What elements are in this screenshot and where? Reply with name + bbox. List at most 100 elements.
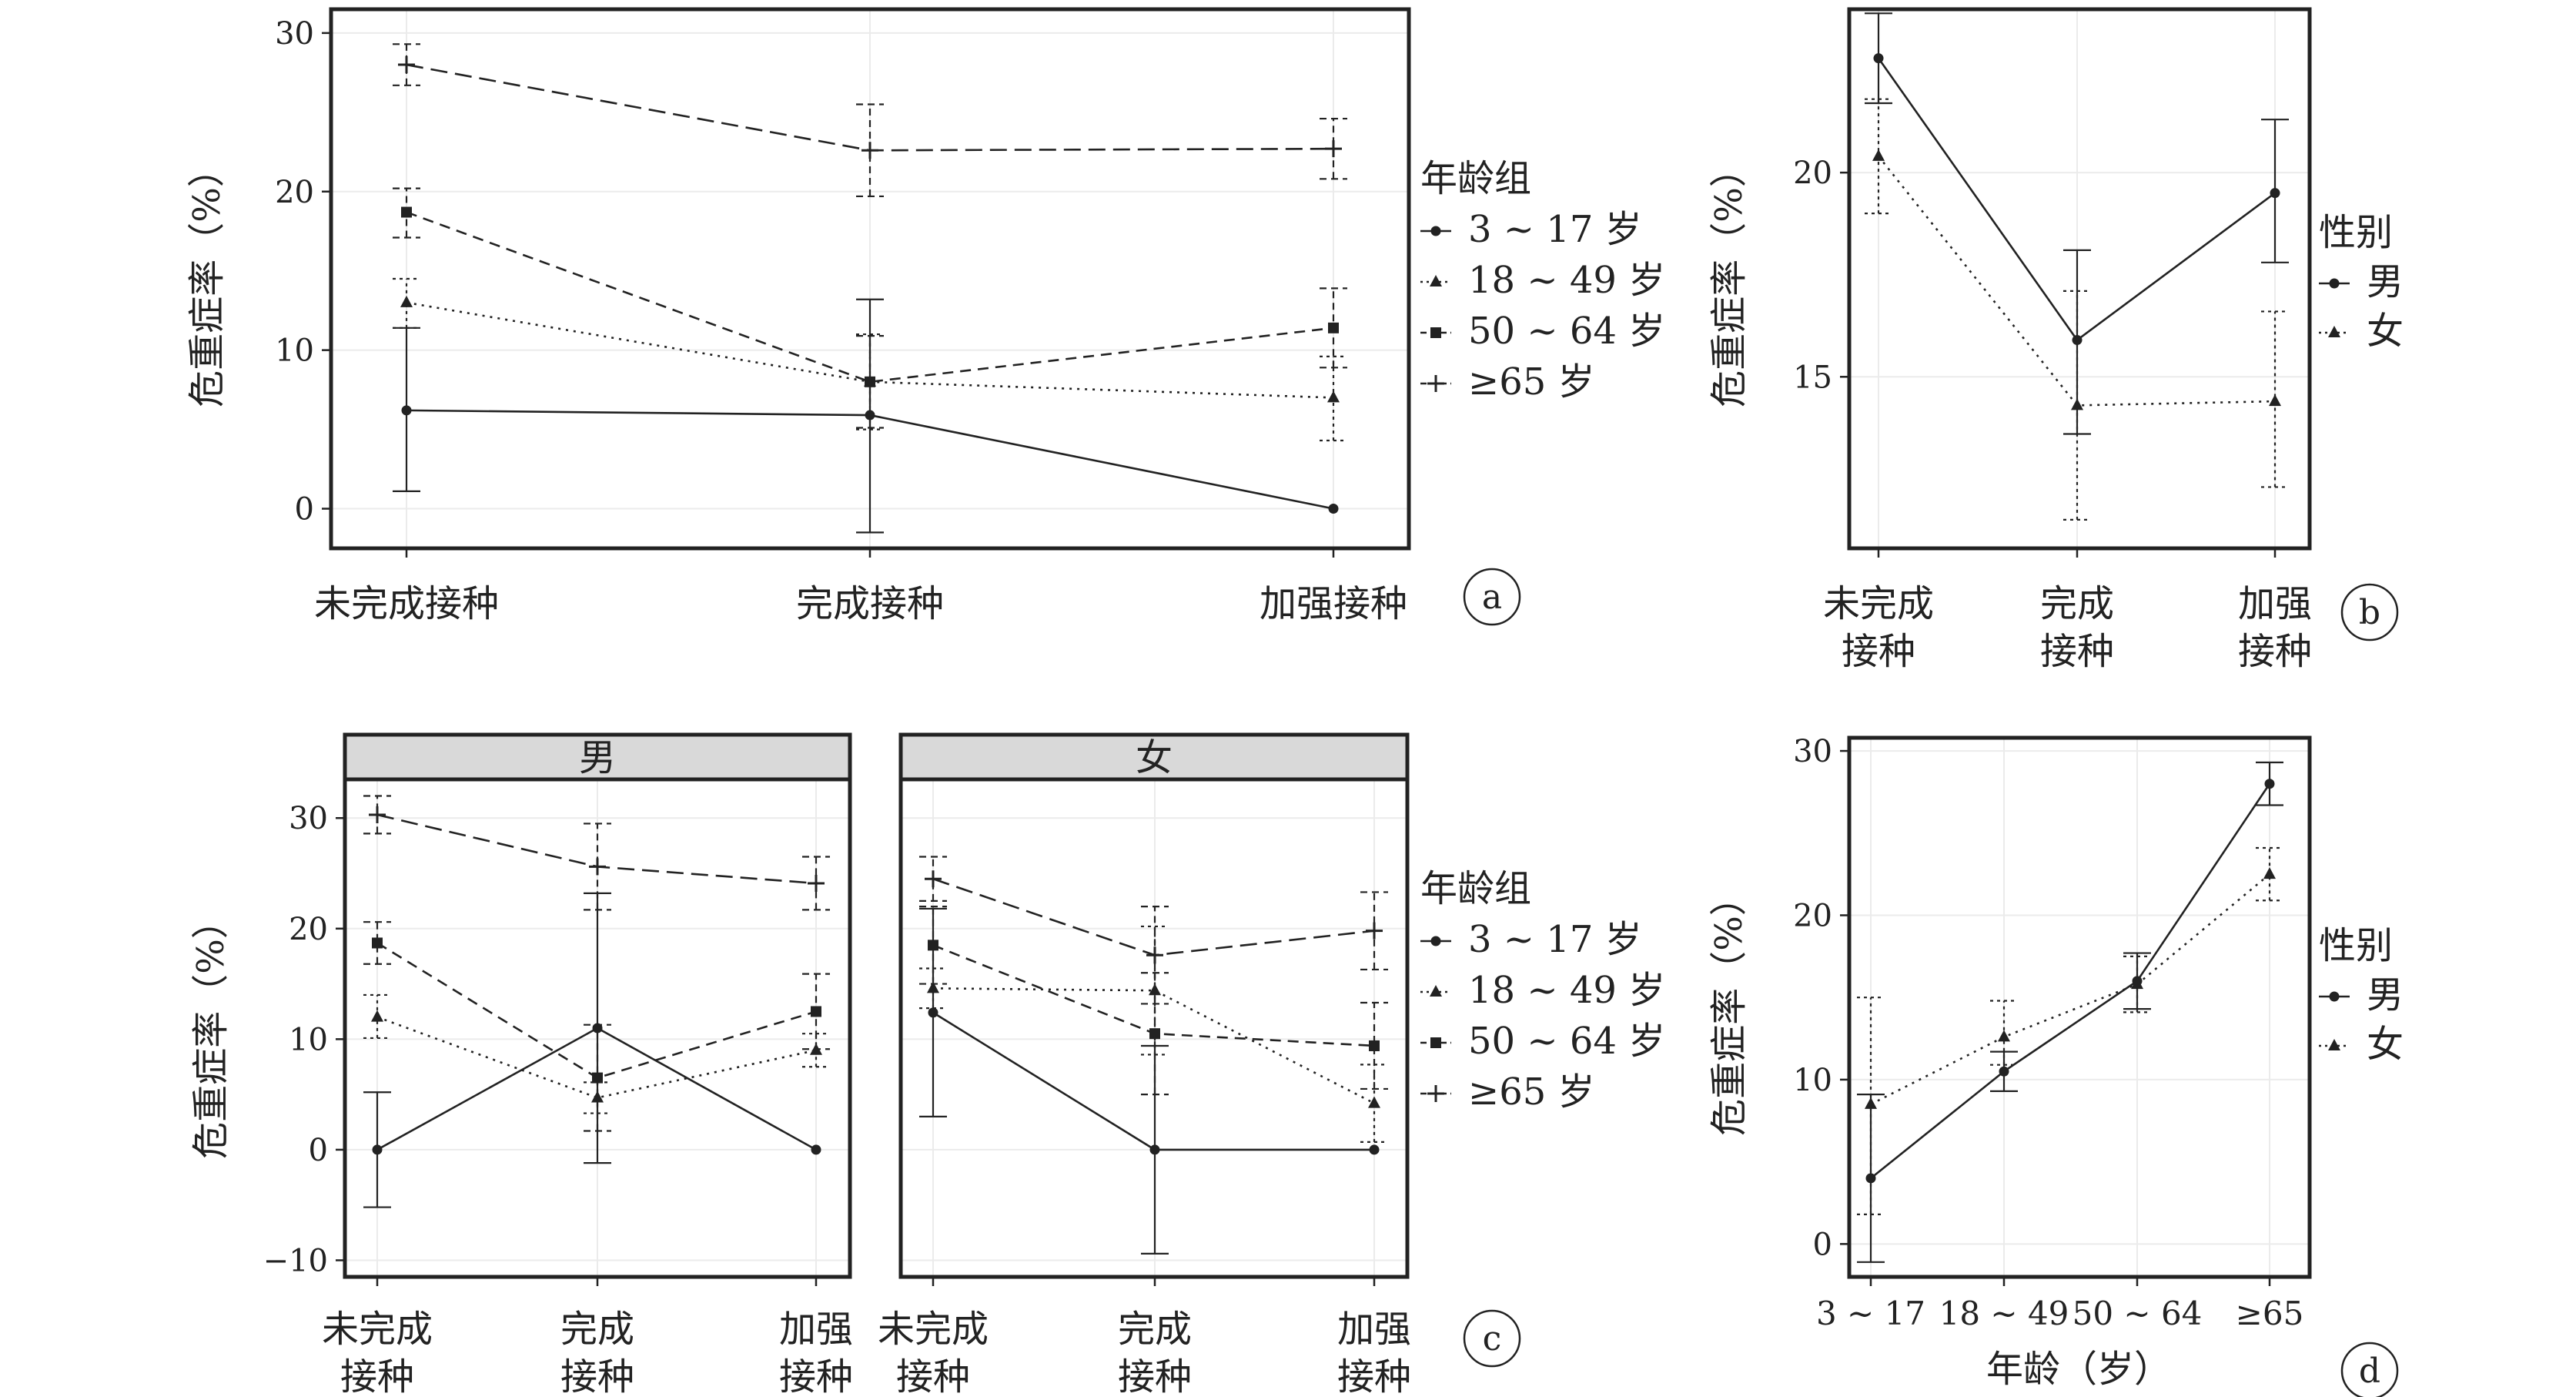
panel-a-x-tick-label: 加强接种 xyxy=(1260,582,1407,625)
panel-badge-circle-d xyxy=(2340,1342,2399,1397)
panel-b-point-1-1 xyxy=(2071,398,2083,410)
panel-d-legend-title: 性别 xyxy=(2319,924,2393,967)
panel-d-legend-key-marker-1 xyxy=(2328,1039,2340,1050)
panel-c-f0-errorbar-3-1 xyxy=(584,822,611,911)
panel-c-f1-point-0-0 xyxy=(928,1007,938,1018)
panel-b-point-1-0 xyxy=(1872,149,1885,161)
panel-d-point-1-0 xyxy=(1865,1097,1877,1109)
panel-b-point-1-2 xyxy=(2269,394,2281,407)
panel-c-x-tick-label-line: 接种 xyxy=(779,1355,853,1397)
panel-b-x-tick-label-line: 接种 xyxy=(1842,630,1915,673)
panel-badge-b: b xyxy=(2359,593,2380,632)
panel-c-x-tick-label-0-0: 未完成接种 xyxy=(322,1308,433,1397)
panel-b-point-0-2 xyxy=(2270,188,2280,199)
panel-badge-a: a xyxy=(1482,578,1502,617)
panel-c-ytick-label: 30 xyxy=(289,801,328,836)
panel-d-legend-label-0: 男 xyxy=(2367,973,2404,1017)
panel-c-strip xyxy=(343,732,852,782)
panel-b-x-tick-label-0: 未完成接种 xyxy=(1823,582,1934,673)
panel-a-point-3-2 xyxy=(1325,140,1342,158)
panel-c-f1-point-1-2 xyxy=(1368,1096,1380,1108)
panel-c-x-tick-label-line: 接种 xyxy=(560,1355,634,1397)
panel-b-errorbar-1-2 xyxy=(2261,310,2289,488)
panel-a-ytick-label: 20 xyxy=(275,175,314,210)
panel-a-errorbar-3-0 xyxy=(393,43,420,86)
panel-a-errorbar-1-0 xyxy=(393,277,420,329)
panel-d-ytick-label: 0 xyxy=(1813,1227,1832,1262)
panel-c-ytick-label: 10 xyxy=(289,1022,328,1057)
panel-c-f1-point-1-0 xyxy=(927,981,939,993)
panel-a-point-2-1 xyxy=(865,376,875,387)
panel-c-f0-series-line-1 xyxy=(376,1016,817,1099)
panel-a-point-0-0 xyxy=(401,405,412,416)
panel-c-legend-title: 年龄组 xyxy=(1420,867,1531,910)
panel-c-x-tick-label-line: 未完成 xyxy=(322,1308,433,1351)
panel-badge-c: c xyxy=(1483,1319,1502,1358)
panel-c-f1-point-2-2 xyxy=(1369,1040,1380,1051)
panel-c-legend-key-marker-3 xyxy=(1427,1085,1444,1102)
panel-c-f0-point-3-2 xyxy=(808,874,825,892)
panel-c-f0-errorbar-3-0 xyxy=(363,795,391,835)
panel-b-x-tick-label-line: 接种 xyxy=(2238,630,2312,673)
panel-b-y-axis-label: 危重症率（%） xyxy=(1708,150,1751,407)
panel-b-point-0-0 xyxy=(1873,53,1884,64)
panel-c-x-tick-label-1-1: 完成接种 xyxy=(1118,1308,1192,1397)
panel-b-x-tick-label-2: 加强接种 xyxy=(2238,582,2312,673)
panel-c-f1-point-0-1 xyxy=(1149,1144,1160,1155)
panel-d-x-tick-label: 18 ~ 49 xyxy=(1939,1295,2069,1332)
panel-d-errorbar-1-0 xyxy=(1857,997,1885,1215)
panel-d-x-tick-label: ≥65 xyxy=(2236,1295,2304,1332)
panel-c-ytick-label: 0 xyxy=(309,1133,328,1168)
panel-a-legend-label-1: 18 ~ 49 岁 xyxy=(1468,259,1665,302)
panel-c-f0-point-0-2 xyxy=(811,1144,821,1155)
panel-d-y-axis-label: 危重症率（%） xyxy=(1708,879,1751,1136)
panel-c-f1-point-3-2 xyxy=(1366,922,1383,940)
panel-d-series-line-1 xyxy=(1870,873,2270,1106)
panel-b-plot-area xyxy=(1849,9,2310,548)
panel-c-f1-series-line-1 xyxy=(932,987,1375,1104)
panel-c-x-tick-label-line: 完成 xyxy=(560,1308,634,1351)
panel-c-f0-errorbar-2-0 xyxy=(363,921,391,965)
panel-c-x-tick-label-line: 接种 xyxy=(1337,1355,1411,1397)
panel-badge-circle-a xyxy=(1463,568,1521,626)
panel-c-legend-key-marker-2 xyxy=(1430,1037,1441,1048)
panel-c-strip-label-0: 男 xyxy=(579,736,616,779)
panel-a-legend-key-marker-1 xyxy=(1430,275,1442,286)
panel-d-errorbar-1-1 xyxy=(1990,1000,2018,1066)
panel-c-f0-point-2-2 xyxy=(811,1006,821,1017)
panel-c: 男未完成接种完成接种加强接种女未完成接种完成接种加强接种−100102030危重… xyxy=(189,732,1665,1397)
panel-c-strip-label-1: 女 xyxy=(1136,736,1173,779)
panel-a-point-2-2 xyxy=(1328,322,1339,333)
panel-c-legend-key-marker-0 xyxy=(1430,936,1441,946)
panel-a-legend-label-2: 50 ~ 64 岁 xyxy=(1468,310,1665,353)
panel-a-point-0-2 xyxy=(1328,504,1339,514)
panel-a: 0 10 20 30 未完成接种 完成接种 加强接种 危重症率（%） 年龄组 3 ~ 17 岁 18… xyxy=(186,7,1665,626)
panel-a-legend-key-marker-3 xyxy=(1427,375,1444,392)
panel-c-x-tick-label-1-2: 加强接种 xyxy=(1337,1308,1411,1397)
panel-a-point-3-0 xyxy=(398,56,415,74)
panel-b-frame xyxy=(1847,7,2312,551)
panel-c-f1-errorbar-3-0 xyxy=(919,856,947,903)
panel-c-f0-point-0-0 xyxy=(372,1144,383,1155)
panel-c-x-tick-label-0-2: 加强接种 xyxy=(779,1308,853,1397)
panel-b-legend-label-1: 女 xyxy=(2367,310,2404,353)
panel-a-series-line-2 xyxy=(406,211,1334,384)
panel-c-f1-point-3-1 xyxy=(1146,946,1163,964)
panel-c-x-tick-label-line: 接种 xyxy=(896,1355,970,1397)
panel-d-x-axis-label: 年龄（岁） xyxy=(1986,1348,2171,1391)
panel-c-x-tick-label-line: 加强 xyxy=(1337,1308,1411,1351)
panel-d-frame xyxy=(1847,735,2312,1279)
panel-d-x-tick-label: 50 ~ 64 xyxy=(2073,1295,2203,1332)
panel-d-ytick-label: 30 xyxy=(1793,734,1832,769)
panel-d-series-line-0 xyxy=(1870,783,2271,1179)
panel-a-y-axis-label: 危重症率（%） xyxy=(186,150,229,407)
panel-c-x-tick-label-line: 接种 xyxy=(1118,1355,1192,1397)
panel-c-f0-point-2-1 xyxy=(592,1072,603,1084)
panel-b-legend-label-0: 男 xyxy=(2367,260,2404,303)
panel-b-x-tick-label-line: 完成 xyxy=(2040,582,2114,625)
panel-c-x-tick-label-0-1: 完成接种 xyxy=(560,1308,634,1397)
